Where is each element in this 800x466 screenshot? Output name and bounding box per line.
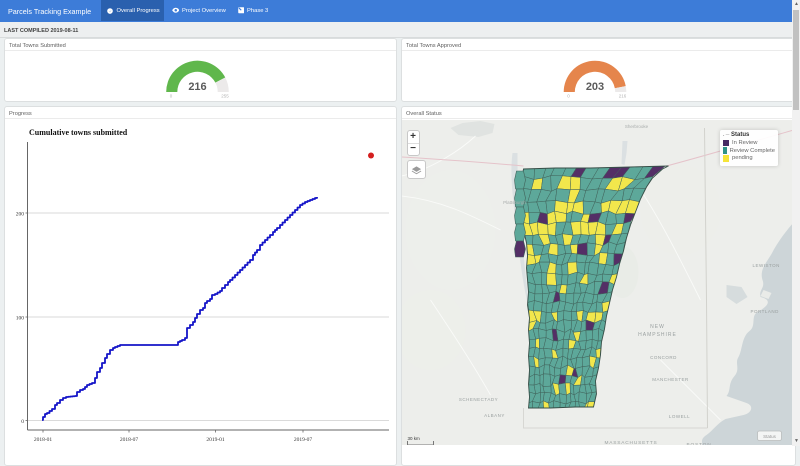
svg-text:HAMPSHIRE: HAMPSHIRE [638,332,677,338]
svg-text:ALBANY: ALBANY [484,413,505,418]
svg-text:Cumulative towns submitted: Cumulative towns submitted [29,128,128,137]
svg-text:PORTLAND: PORTLAND [750,309,779,314]
svg-text:SCHENECTADY: SCHENECTADY [458,397,497,402]
svg-text:30 km: 30 km [407,436,420,441]
svg-text:200: 200 [16,212,25,218]
svg-text:2019-01: 2019-01 [206,437,225,443]
svg-text:NEW: NEW [650,324,665,330]
svg-text:2018-01: 2018-01 [34,437,53,443]
svg-text:2018-07: 2018-07 [120,437,139,443]
svg-text:CONCORD: CONCORD [650,355,677,360]
svg-text:Plattsburgh: Plattsburgh [503,200,526,205]
svg-text:BOSTON: BOSTON [686,442,711,445]
svg-text:0: 0 [21,419,24,425]
svg-text:Sherbrooke: Sherbrooke [624,124,648,129]
svg-text:Status: Status [763,434,777,439]
svg-text:100: 100 [16,316,25,322]
svg-text:MANCHESTER: MANCHESTER [652,377,689,382]
svg-text:MASSACHUSETTS: MASSACHUSETTS [604,440,657,445]
svg-text:LEWISTON: LEWISTON [752,263,779,268]
svg-text:2019-07: 2019-07 [294,437,313,443]
svg-text:LOWELL: LOWELL [668,414,689,419]
